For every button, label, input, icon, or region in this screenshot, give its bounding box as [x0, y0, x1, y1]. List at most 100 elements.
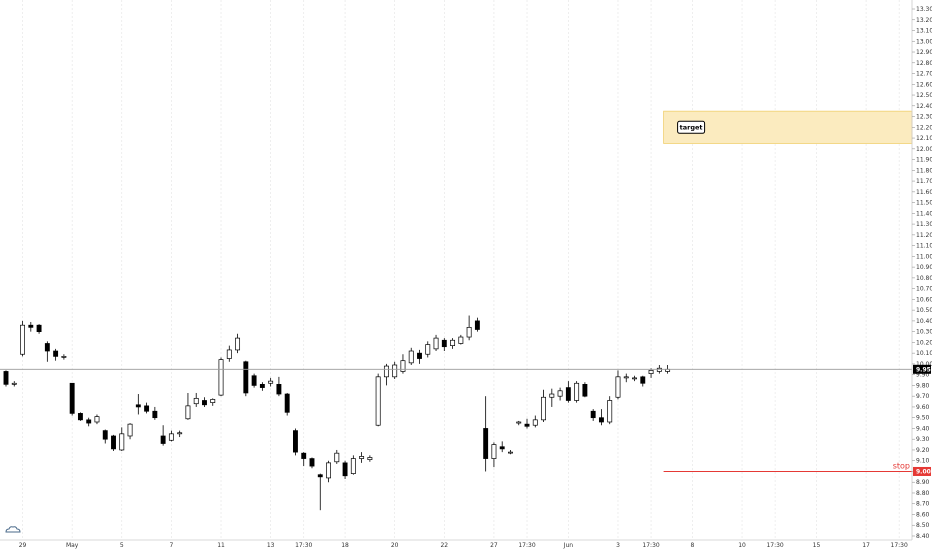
stop-label: stop	[893, 461, 910, 470]
candle-body[interactable]	[656, 367, 662, 372]
price-tick-label: 8.40	[916, 533, 930, 540]
candle-body[interactable]	[640, 376, 646, 384]
candle-body[interactable]	[400, 360, 406, 372]
candle-body[interactable]	[218, 359, 224, 396]
candle-body[interactable]	[557, 390, 563, 397]
tradingview-cloud-icon[interactable]	[5, 526, 21, 533]
candle-body[interactable]	[632, 377, 637, 380]
candle-body[interactable]	[235, 337, 241, 351]
candle-body[interactable]	[367, 457, 373, 460]
candle-body[interactable]	[598, 417, 604, 423]
candle-body[interactable]	[392, 364, 398, 378]
candle-body[interactable]	[474, 320, 480, 330]
candle-body[interactable]	[491, 444, 497, 459]
candle-body[interactable]	[383, 365, 389, 378]
candle-body[interactable]	[86, 419, 92, 424]
candle-body[interactable]	[359, 456, 365, 459]
candle-body[interactable]	[590, 410, 596, 419]
time-tick-label: 17	[862, 542, 870, 549]
candle-body[interactable]	[53, 350, 59, 357]
candle-body[interactable]	[524, 423, 530, 427]
candle-body[interactable]	[441, 339, 447, 348]
candle-body[interactable]	[532, 419, 538, 426]
last-price-tag	[913, 364, 931, 374]
price-axis[interactable]: 8.40 8.50 8.60 8.70 8.80 8.90 9.00 9.10 9.20 9.30…	[911, 0, 932, 540]
candle-body[interactable]	[615, 376, 621, 398]
candle-body[interactable]	[102, 430, 108, 440]
candle-body[interactable]	[334, 452, 340, 463]
candle-body[interactable]	[210, 399, 216, 403]
candle-body[interactable]	[565, 387, 571, 401]
candle-body[interactable]	[499, 446, 505, 450]
candle-body[interactable]	[375, 376, 381, 426]
candle-body[interactable]	[268, 380, 274, 384]
candle-body[interactable]	[160, 435, 166, 444]
candle-body[interactable]	[251, 375, 257, 386]
candle-body[interactable]	[144, 405, 150, 412]
price-tick-label: 10.10	[916, 350, 932, 357]
price-tick-label: 9.30	[916, 436, 930, 443]
time-axis[interactable]: 29 May 5 7 11 13 17:30 18 20 22 27 17:30 Jun 3 17:30 8 1…	[0, 539, 912, 549]
time-tick-label: 22	[440, 542, 448, 549]
candle-body[interactable]	[243, 361, 249, 394]
candle-body[interactable]	[582, 384, 588, 397]
candle-body[interactable]	[417, 352, 422, 359]
candle-body[interactable]	[94, 416, 100, 423]
candle-body[interactable]	[301, 452, 307, 459]
candle-body[interactable]	[425, 344, 431, 355]
candle-body[interactable]	[111, 435, 116, 450]
candle-body[interactable]	[177, 432, 183, 435]
candle-body[interactable]	[574, 382, 580, 401]
candle-body[interactable]	[541, 396, 547, 421]
candle-body[interactable]	[466, 327, 472, 338]
time-tick-label: 18	[341, 542, 349, 549]
price-tick-label: 11.20	[916, 232, 932, 239]
candle-body[interactable]	[450, 339, 456, 346]
time-tick-label: Jun	[563, 542, 574, 549]
candle-body[interactable]	[168, 433, 174, 441]
candle-body[interactable]	[44, 343, 50, 352]
candle-body[interactable]	[61, 356, 67, 358]
time-tick-label: 7	[169, 542, 173, 549]
price-tick-label: 11.50	[916, 200, 932, 207]
candle-body[interactable]	[3, 371, 9, 385]
candle-body[interactable]	[648, 370, 654, 374]
candle-body[interactable]	[508, 451, 513, 454]
candle-body[interactable]	[11, 382, 17, 385]
candle-body[interactable]	[284, 393, 290, 413]
candle-body[interactable]	[326, 462, 331, 479]
candle-body[interactable]	[458, 336, 464, 344]
price-tick-label: 12.00	[916, 146, 932, 153]
candle-body[interactable]	[152, 410, 158, 419]
candle-body[interactable]	[77, 413, 83, 421]
candle-body[interactable]	[202, 400, 207, 406]
candle-body[interactable]	[127, 423, 133, 437]
candle-body[interactable]	[607, 400, 613, 423]
candle-body[interactable]	[36, 324, 42, 333]
candle-body[interactable]	[119, 433, 125, 451]
candle-body[interactable]	[433, 337, 439, 350]
candle-body[interactable]	[20, 324, 25, 355]
candle-body[interactable]	[516, 421, 522, 424]
price-tick-label: 8.60	[916, 511, 930, 518]
candle-body[interactable]	[226, 349, 232, 359]
candle-body[interactable]	[483, 428, 489, 459]
candle-body[interactable]	[185, 405, 191, 420]
candle-body[interactable]	[193, 397, 199, 405]
candle-body[interactable]	[69, 382, 75, 414]
candle-body[interactable]	[309, 458, 315, 467]
candle-body[interactable]	[549, 393, 555, 398]
candle-body[interactable]	[276, 384, 282, 395]
candle-body[interactable]	[317, 474, 323, 478]
candle-body[interactable]	[623, 376, 629, 379]
target-label-box[interactable]	[677, 120, 706, 134]
candle-body[interactable]	[293, 430, 298, 453]
candle-body[interactable]	[408, 350, 414, 364]
candle-body[interactable]	[342, 462, 348, 477]
candle-body[interactable]	[28, 324, 34, 328]
candle-body[interactable]	[350, 458, 356, 474]
candle-body[interactable]	[259, 384, 265, 388]
candle-body[interactable]	[135, 404, 141, 408]
